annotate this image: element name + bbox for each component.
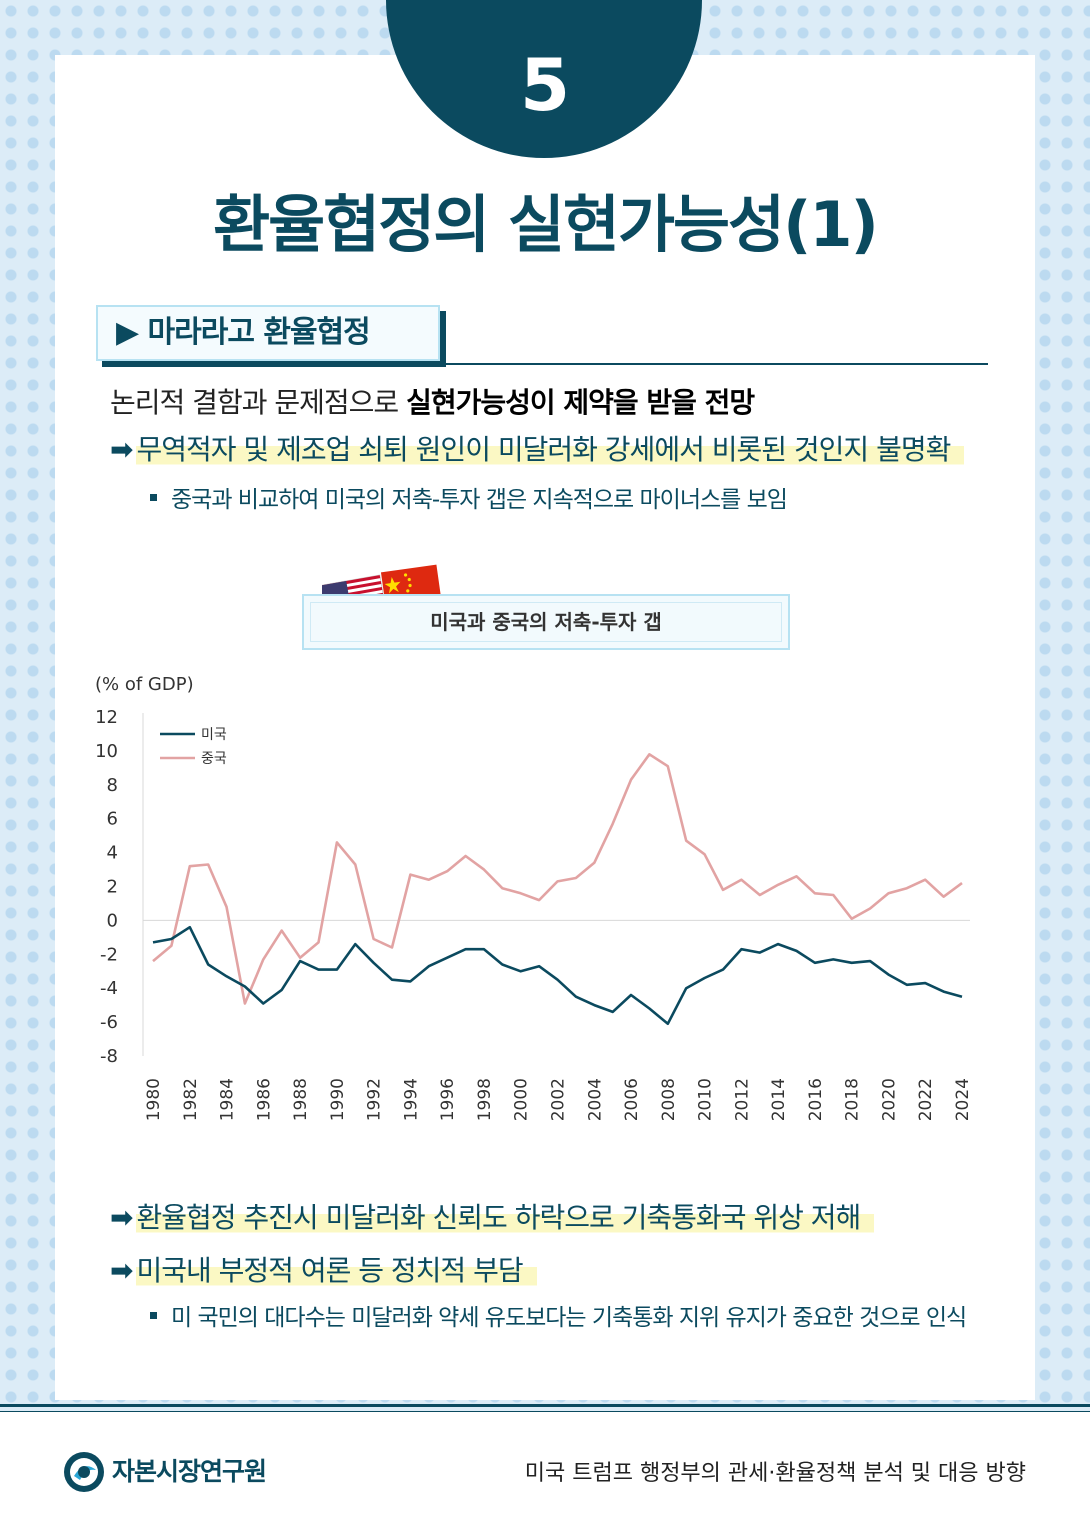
- report-title: 미국 트럼프 행정부의 관세·환율정책 분석 및 대응 방향: [524, 1461, 1026, 1486]
- arrow-point-3-text: 미국내 부정적 여론 등 정치적 부담: [136, 1254, 537, 1287]
- y-axis: 12 10 8 6 4 2 0 -2 -4 -6 -8: [95, 707, 970, 1067]
- x-tick-label: 1984: [218, 1078, 238, 1121]
- x-tick-label: 1998: [475, 1078, 495, 1121]
- x-tick-label: 2022: [916, 1078, 936, 1121]
- y-tick-label: 10: [95, 741, 118, 762]
- bullet-square-icon: [150, 494, 157, 501]
- lead-plain: 논리적 결함과 문제점으로: [110, 386, 407, 419]
- bullet-point-2: 미 국민의 대다수는 미달러화 약세 유도보다는 기축통화 지위 유지가 중요한…: [150, 1301, 967, 1335]
- y-tick-label: 12: [95, 707, 118, 728]
- page-number: 5: [519, 43, 571, 127]
- footer-divider: [0, 1404, 1090, 1407]
- y-tick-label: 0: [107, 910, 118, 931]
- arrow-right-icon: ➡: [110, 1254, 133, 1287]
- x-tick-label: 2010: [696, 1078, 716, 1121]
- y-tick-label: 4: [107, 843, 118, 864]
- y-tick-label: 2: [107, 877, 118, 898]
- x-tick-label: 1980: [144, 1078, 164, 1121]
- x-tick-label: 1986: [254, 1078, 274, 1121]
- x-tick-label: 1992: [365, 1078, 385, 1121]
- bullet-point-2-text: 미 국민의 대다수는 미달러화 약세 유도보다는 기축통화 지위 유지가 중요한…: [171, 1305, 967, 1331]
- arrow-point-1-text: 무역적자 및 제조업 쇠퇴 원인이 미달러화 강세에서 비롯된 것인지 불명확: [136, 433, 965, 466]
- x-tick-label: 2018: [843, 1078, 863, 1121]
- x-tick-label: 2016: [806, 1078, 826, 1121]
- bullet-point-1-text: 중국과 비교하여 미국의 저축-투자 갭은 지속적으로 마이너스를 보임: [171, 487, 788, 513]
- section-label: ▶ 마라라고 환율협정: [116, 315, 371, 350]
- section-underline: [440, 363, 988, 365]
- organization-name: 자본시장연구원: [112, 1457, 267, 1486]
- x-tick-label: 2004: [585, 1078, 605, 1121]
- lead-bold: 실현가능성이 제약을 받을 전망: [406, 386, 755, 419]
- bullet-point-1: 중국과 비교하여 미국의 저축-투자 갭은 지속적으로 마이너스를 보임: [150, 483, 788, 517]
- x-tick-label: 2002: [549, 1078, 569, 1121]
- x-axis: 1980 1982 1984 1986 1988 1990 1992 1994 1996 1998…: [144, 1078, 973, 1121]
- x-tick-label: 2012: [732, 1078, 752, 1121]
- x-tick-label: 1990: [328, 1078, 348, 1121]
- legend-label: 미국: [201, 727, 227, 743]
- y-tick-label: -4: [100, 978, 118, 999]
- x-tick-label: 2024: [953, 1078, 973, 1121]
- bullet-square-icon: [150, 1312, 157, 1319]
- x-tick-label: 2008: [659, 1078, 679, 1121]
- y-tick-label: -6: [100, 1012, 118, 1033]
- lead-text: 논리적 결함과 문제점으로 실현가능성이 제약을 받을 전망: [110, 383, 755, 423]
- x-tick-label: 1988: [291, 1078, 311, 1121]
- x-tick-label: 2020: [879, 1078, 899, 1121]
- arrow-right-icon: ➡: [110, 1201, 133, 1234]
- arrow-point-2: ➡ 환율협정 추진시 미달러화 신뢰도 하락으로 기축통화국 위상 저해: [110, 1198, 875, 1238]
- y-tick-label: -8: [100, 1046, 118, 1067]
- footer: [0, 1412, 1090, 1538]
- x-tick-label: 1996: [438, 1078, 458, 1121]
- footer-divider-thin: [0, 1411, 1090, 1412]
- chart-lines: [152, 753, 963, 1026]
- x-tick-label: 2014: [769, 1078, 789, 1121]
- chart-title: 미국과 중국의 저축-투자 갭: [310, 602, 782, 642]
- arrow-point-2-text: 환율협정 추진시 미달러화 신뢰도 하락으로 기축통화국 위상 저해: [136, 1201, 875, 1234]
- x-tick-label: 1994: [401, 1078, 421, 1121]
- page-title: 환율협정의 실현가능성(1): [213, 188, 879, 261]
- y-tick-label: -2: [100, 944, 118, 965]
- chart-unit-label: (% of GDP): [95, 674, 194, 695]
- legend-label: 중국: [201, 751, 227, 767]
- x-tick-label: 1982: [181, 1078, 201, 1121]
- kcmi-logo-icon: [64, 1452, 104, 1492]
- arrow-right-icon: ➡: [110, 433, 133, 466]
- content-card: [55, 55, 1035, 1400]
- section-header: ▶ 마라라고 환율협정: [96, 305, 440, 361]
- arrow-point-3: ➡ 미국내 부정적 여론 등 정치적 부담: [110, 1251, 537, 1291]
- y-tick-label: 8: [107, 775, 118, 796]
- x-tick-label: 2000: [512, 1078, 532, 1121]
- y-tick-label: 6: [107, 809, 118, 830]
- series-line-us: [152, 925, 963, 1026]
- chart-title-box: 미국과 중국의 저축-투자 갭: [302, 594, 790, 650]
- arrow-point-1: ➡ 무역적자 및 제조업 쇠퇴 원인이 미달러화 강세에서 비롯된 것인지 불명확: [110, 430, 965, 470]
- x-tick-label: 2006: [622, 1078, 642, 1121]
- series-line-china: [152, 753, 963, 1005]
